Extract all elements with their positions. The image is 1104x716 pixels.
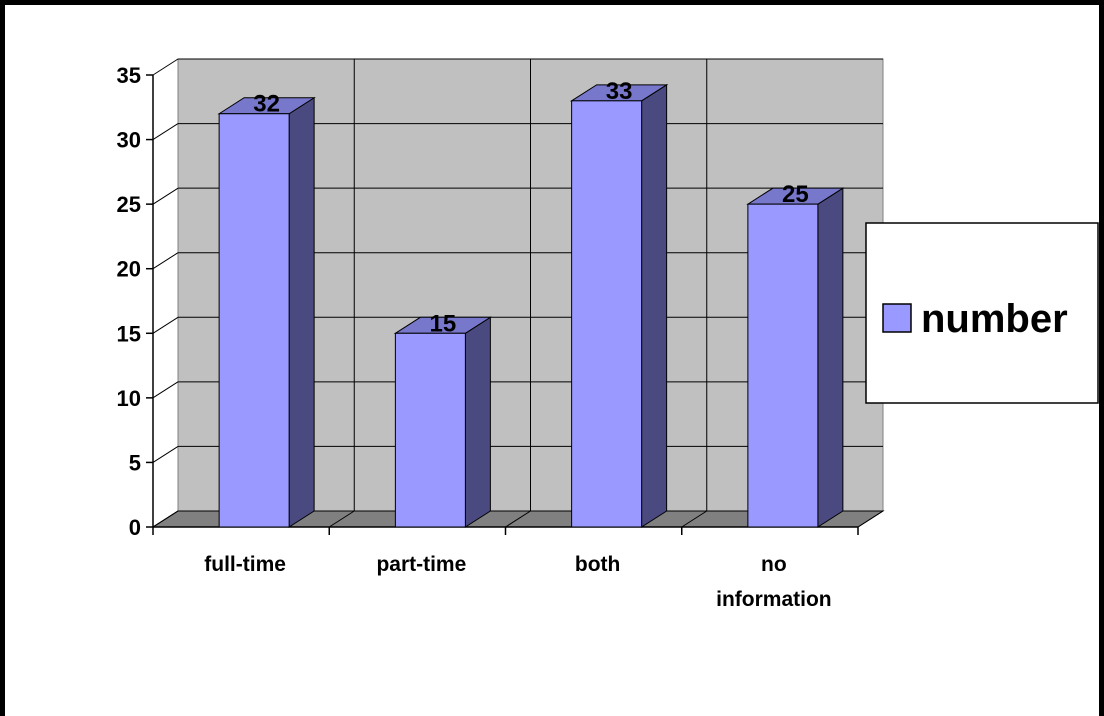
floor-divider bbox=[505, 510, 531, 528]
gridline-side bbox=[152, 316, 179, 334]
gridline-side bbox=[152, 187, 179, 205]
x-category-label: no information bbox=[716, 553, 832, 611]
bar-front bbox=[571, 100, 643, 528]
y-tick-label: 35 bbox=[117, 63, 141, 88]
floor-divider bbox=[328, 510, 355, 528]
bar-front bbox=[218, 113, 290, 528]
gridline-side bbox=[152, 381, 179, 399]
y-tick-label: 25 bbox=[117, 192, 141, 217]
legend-label: number bbox=[921, 297, 1068, 341]
x-category-label: full-time bbox=[204, 553, 286, 576]
gridline-side bbox=[152, 123, 179, 140]
bar bbox=[569, 83, 669, 528]
gridline-side bbox=[152, 58, 179, 76]
x-category-label: part-time bbox=[376, 553, 466, 576]
x-category-label: both bbox=[575, 553, 620, 576]
bar-side bbox=[464, 316, 491, 528]
data-label: 15 bbox=[430, 310, 457, 337]
data-label: 32 bbox=[253, 91, 280, 118]
y-tick-label: 5 bbox=[129, 450, 141, 475]
gridline-side bbox=[152, 252, 179, 270]
bars bbox=[217, 83, 845, 528]
y-tick-label: 10 bbox=[117, 386, 141, 411]
bar-side bbox=[288, 96, 315, 528]
y-tick-label: 0 bbox=[129, 515, 141, 540]
legend: number bbox=[865, 222, 1099, 404]
bar-side bbox=[817, 187, 844, 528]
bar bbox=[217, 96, 316, 528]
gridline-side bbox=[152, 446, 179, 463]
bar bbox=[393, 316, 493, 528]
legend-swatch bbox=[882, 303, 912, 333]
floor-divider bbox=[857, 510, 884, 528]
y-tick-labels: 0 5 10 15 20 25 30 35 bbox=[117, 63, 141, 540]
data-label: 25 bbox=[782, 181, 809, 208]
bar-front bbox=[394, 332, 466, 528]
floor-divider bbox=[681, 510, 708, 528]
bar bbox=[746, 187, 845, 528]
floor-divider bbox=[152, 510, 179, 528]
y-tick-label: 15 bbox=[117, 321, 141, 346]
x-category-labels: full-time part-time both no information bbox=[204, 553, 831, 611]
data-label: 33 bbox=[606, 78, 633, 105]
data-labels: 32 15 33 25 bbox=[253, 78, 808, 337]
bar-side bbox=[641, 83, 668, 528]
bar-front bbox=[747, 203, 819, 528]
y-tick-label: 20 bbox=[117, 257, 141, 282]
y-tick-label: 30 bbox=[117, 128, 141, 153]
